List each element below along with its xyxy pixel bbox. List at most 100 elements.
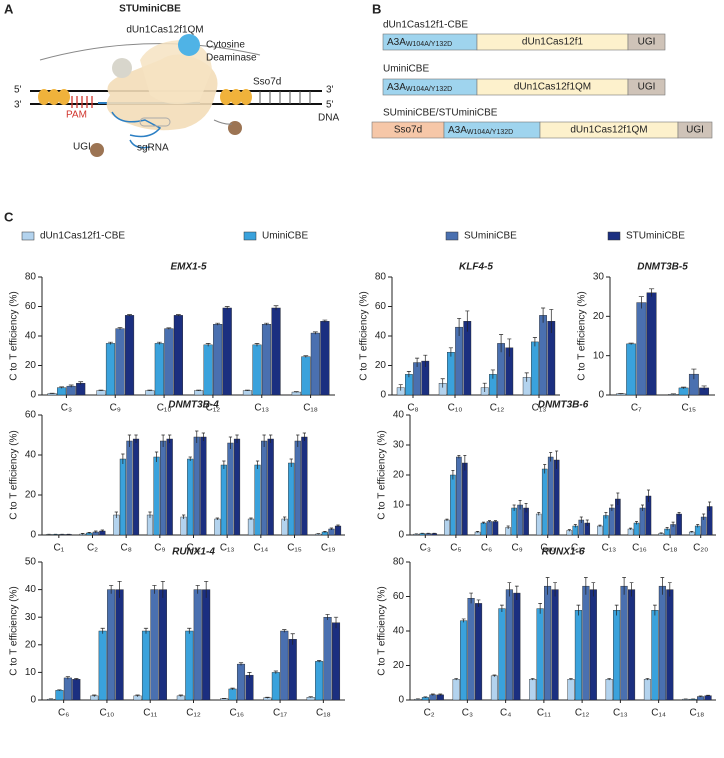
bar xyxy=(613,610,621,701)
label-dna: DNA xyxy=(318,113,339,124)
x-tick-label: C₁₅ xyxy=(287,543,302,554)
bar xyxy=(153,456,160,536)
bar xyxy=(486,521,493,536)
x-tick-label: C₁₁ xyxy=(187,543,202,554)
error-bar xyxy=(406,371,411,378)
error-bar xyxy=(604,512,608,519)
error-bar xyxy=(646,489,650,502)
error-bar xyxy=(445,518,449,521)
x-tick-label: C₉ xyxy=(154,543,165,554)
bar xyxy=(535,513,542,536)
error-bar xyxy=(524,372,529,382)
x-tick-label: C₃ xyxy=(420,543,431,554)
error-bar xyxy=(148,511,152,518)
error-bar xyxy=(316,533,320,535)
error-bar xyxy=(168,434,172,443)
bar xyxy=(467,598,475,701)
domain-label: UGI xyxy=(638,82,656,93)
label-deaminase: Deaminase xyxy=(206,53,257,64)
x-tick-label: C₆ xyxy=(481,543,492,554)
error-bar xyxy=(415,357,420,367)
error-bar xyxy=(68,384,74,388)
y-tick-label: 20 xyxy=(593,311,605,322)
y-tick-label: 0 xyxy=(30,530,36,541)
x-tick-label: C₁₁ xyxy=(143,708,158,719)
bar xyxy=(57,387,67,396)
domain-text: A3A xyxy=(448,125,467,136)
chart-title: DNMT3B-6 xyxy=(538,400,589,411)
error-bar xyxy=(677,512,681,516)
x-tick-label: C₁₂ xyxy=(571,543,586,554)
y-tick-label: 60 xyxy=(25,301,37,312)
domain-label: dUn1Cas12f1QM xyxy=(570,125,647,136)
error-bar xyxy=(690,531,694,533)
error-bar xyxy=(585,519,589,526)
bar xyxy=(193,589,202,701)
domain-label: UGI xyxy=(686,125,704,136)
error-bar xyxy=(567,529,571,532)
bar xyxy=(323,617,332,701)
x-tick-label: C₁ xyxy=(54,543,65,554)
error-bar xyxy=(282,629,287,633)
error-bar xyxy=(420,532,424,534)
error-bar xyxy=(543,464,547,474)
bar xyxy=(245,674,254,701)
legend-label: UminiCBE xyxy=(262,231,308,242)
error-bar xyxy=(166,327,172,330)
strand-end: 3' xyxy=(14,100,22,111)
bar xyxy=(66,385,76,396)
error-bar xyxy=(108,341,113,345)
bar xyxy=(334,525,342,536)
bar xyxy=(247,518,255,536)
legend-label: STUminiCBE xyxy=(626,231,685,242)
error-bar xyxy=(264,322,269,326)
error-bar xyxy=(235,434,239,443)
y-tick-label: 60 xyxy=(25,410,37,421)
error-bar xyxy=(127,314,132,317)
error-bar xyxy=(549,452,553,462)
error-bar xyxy=(457,455,461,459)
error-bar xyxy=(74,678,79,681)
error-bar xyxy=(152,585,157,594)
bar xyxy=(63,677,72,701)
bar xyxy=(456,456,462,536)
y-tick-label: 20 xyxy=(25,360,37,371)
x-tick-label: C₁₂ xyxy=(490,403,505,414)
domain-box xyxy=(627,78,666,96)
bar xyxy=(646,292,657,396)
strand-end: 5' xyxy=(14,85,22,96)
error-bar xyxy=(302,432,306,441)
bar xyxy=(547,456,554,536)
bar xyxy=(301,356,311,396)
y-tick-label: 10 xyxy=(25,667,37,678)
x-tick-label: C₁₂ xyxy=(186,708,201,719)
error-bar xyxy=(188,456,192,461)
error-bar xyxy=(507,338,512,357)
error-bar xyxy=(100,529,104,532)
domain-box xyxy=(627,33,666,51)
y-tick-label: 10 xyxy=(593,350,605,361)
error-bar xyxy=(610,504,614,511)
chart-title: DNMT3B-4 xyxy=(168,400,219,411)
bar xyxy=(180,516,187,536)
y-tick-label: 0 xyxy=(598,390,604,401)
error-bar xyxy=(143,627,149,634)
error-bar xyxy=(696,524,700,528)
bar xyxy=(158,589,167,701)
error-bar xyxy=(195,585,200,594)
error-bar xyxy=(48,698,54,700)
y-tick-label: 60 xyxy=(393,591,405,602)
y-tick-label: 20 xyxy=(25,639,37,650)
x-tick-label: C₁₃ xyxy=(254,403,269,414)
error-bar xyxy=(622,577,626,595)
bar xyxy=(115,328,125,396)
x-tick-label: C₁₂ xyxy=(575,708,590,719)
y-axis-label: C to T efficiency (%) xyxy=(377,430,388,519)
construct-name: dUn1Cas12f1-CBE xyxy=(383,20,468,31)
y-tick-label: 20 xyxy=(393,470,405,481)
bar xyxy=(447,352,455,396)
bar xyxy=(536,608,544,701)
error-bar xyxy=(426,532,430,534)
error-bar xyxy=(416,698,420,700)
